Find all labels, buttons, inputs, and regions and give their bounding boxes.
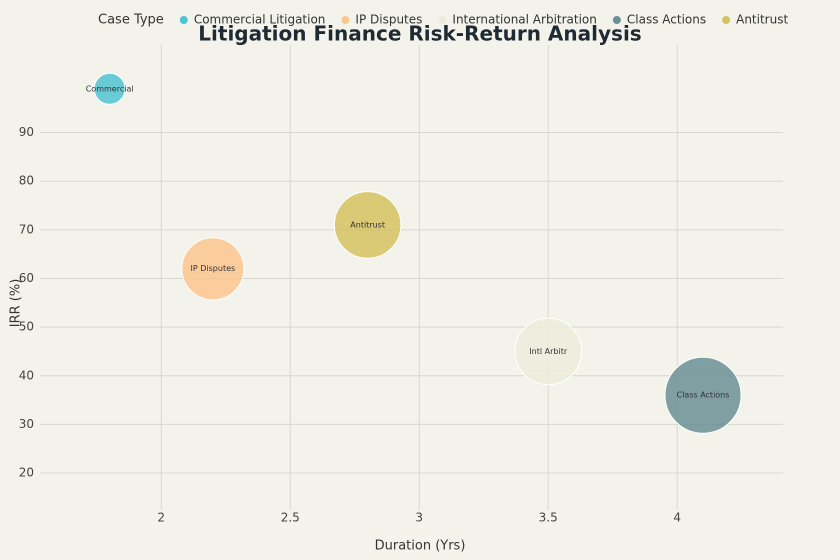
x-tick-label: 3 [415, 511, 423, 525]
y-tick-label: 50 [19, 320, 34, 334]
legend-marker [612, 16, 621, 24]
bubble [93, 72, 126, 105]
legend: Case Type Commercial Litigation IP Dispute… [98, 13, 788, 28]
y-tick-label: 40 [19, 368, 34, 382]
y-axis-title: IRR (%) [9, 279, 24, 328]
legend-label: Class Actions [627, 13, 706, 27]
bubble-label: Class Actions [677, 391, 730, 400]
x-tick-label: 3.5 [539, 511, 558, 525]
x-tick-label: 4 [673, 511, 681, 525]
y-tick-label: 70 [19, 222, 34, 236]
legend-marker [438, 16, 447, 24]
y-tick-label: 30 [19, 417, 34, 431]
bubble [333, 191, 402, 259]
bubble [664, 356, 742, 434]
legend-marker [722, 16, 731, 24]
y-tick-label: 20 [19, 466, 34, 480]
bubble-label: IP Disputes [191, 264, 236, 273]
bubble-label: Commercial [86, 84, 134, 93]
x-tick-label: 2.5 [281, 511, 300, 525]
grid: 20 30 40 50 60 70 80 90 2 2.5 3 3.5 4 [19, 45, 783, 525]
y-tick-label: 90 [19, 125, 34, 139]
bubble-label: Intl Arbitr [529, 347, 568, 356]
x-tick-label: 2 [157, 511, 165, 525]
legend-label: Commercial Litigation [194, 13, 326, 27]
bubble [514, 317, 583, 386]
bubble [181, 237, 245, 301]
legend-label: International Arbitration [452, 13, 596, 27]
chart-title: Litigation Finance Risk-Return Analysis [198, 22, 641, 46]
x-axis-title: Duration (Yrs) [375, 539, 466, 554]
legend-label: Antitrust [736, 13, 788, 27]
legend-marker [341, 16, 350, 24]
legend-title: Case Type [98, 13, 164, 28]
bubbles: Commercial IP Disputes Intl Arbitr Class Ac… [86, 72, 742, 434]
y-tick-label: 60 [19, 271, 34, 285]
bubble-label: Antitrust [350, 220, 385, 229]
legend-marker [179, 16, 188, 24]
legend-label: IP Disputes [355, 13, 422, 27]
y-tick-label: 80 [19, 174, 34, 188]
